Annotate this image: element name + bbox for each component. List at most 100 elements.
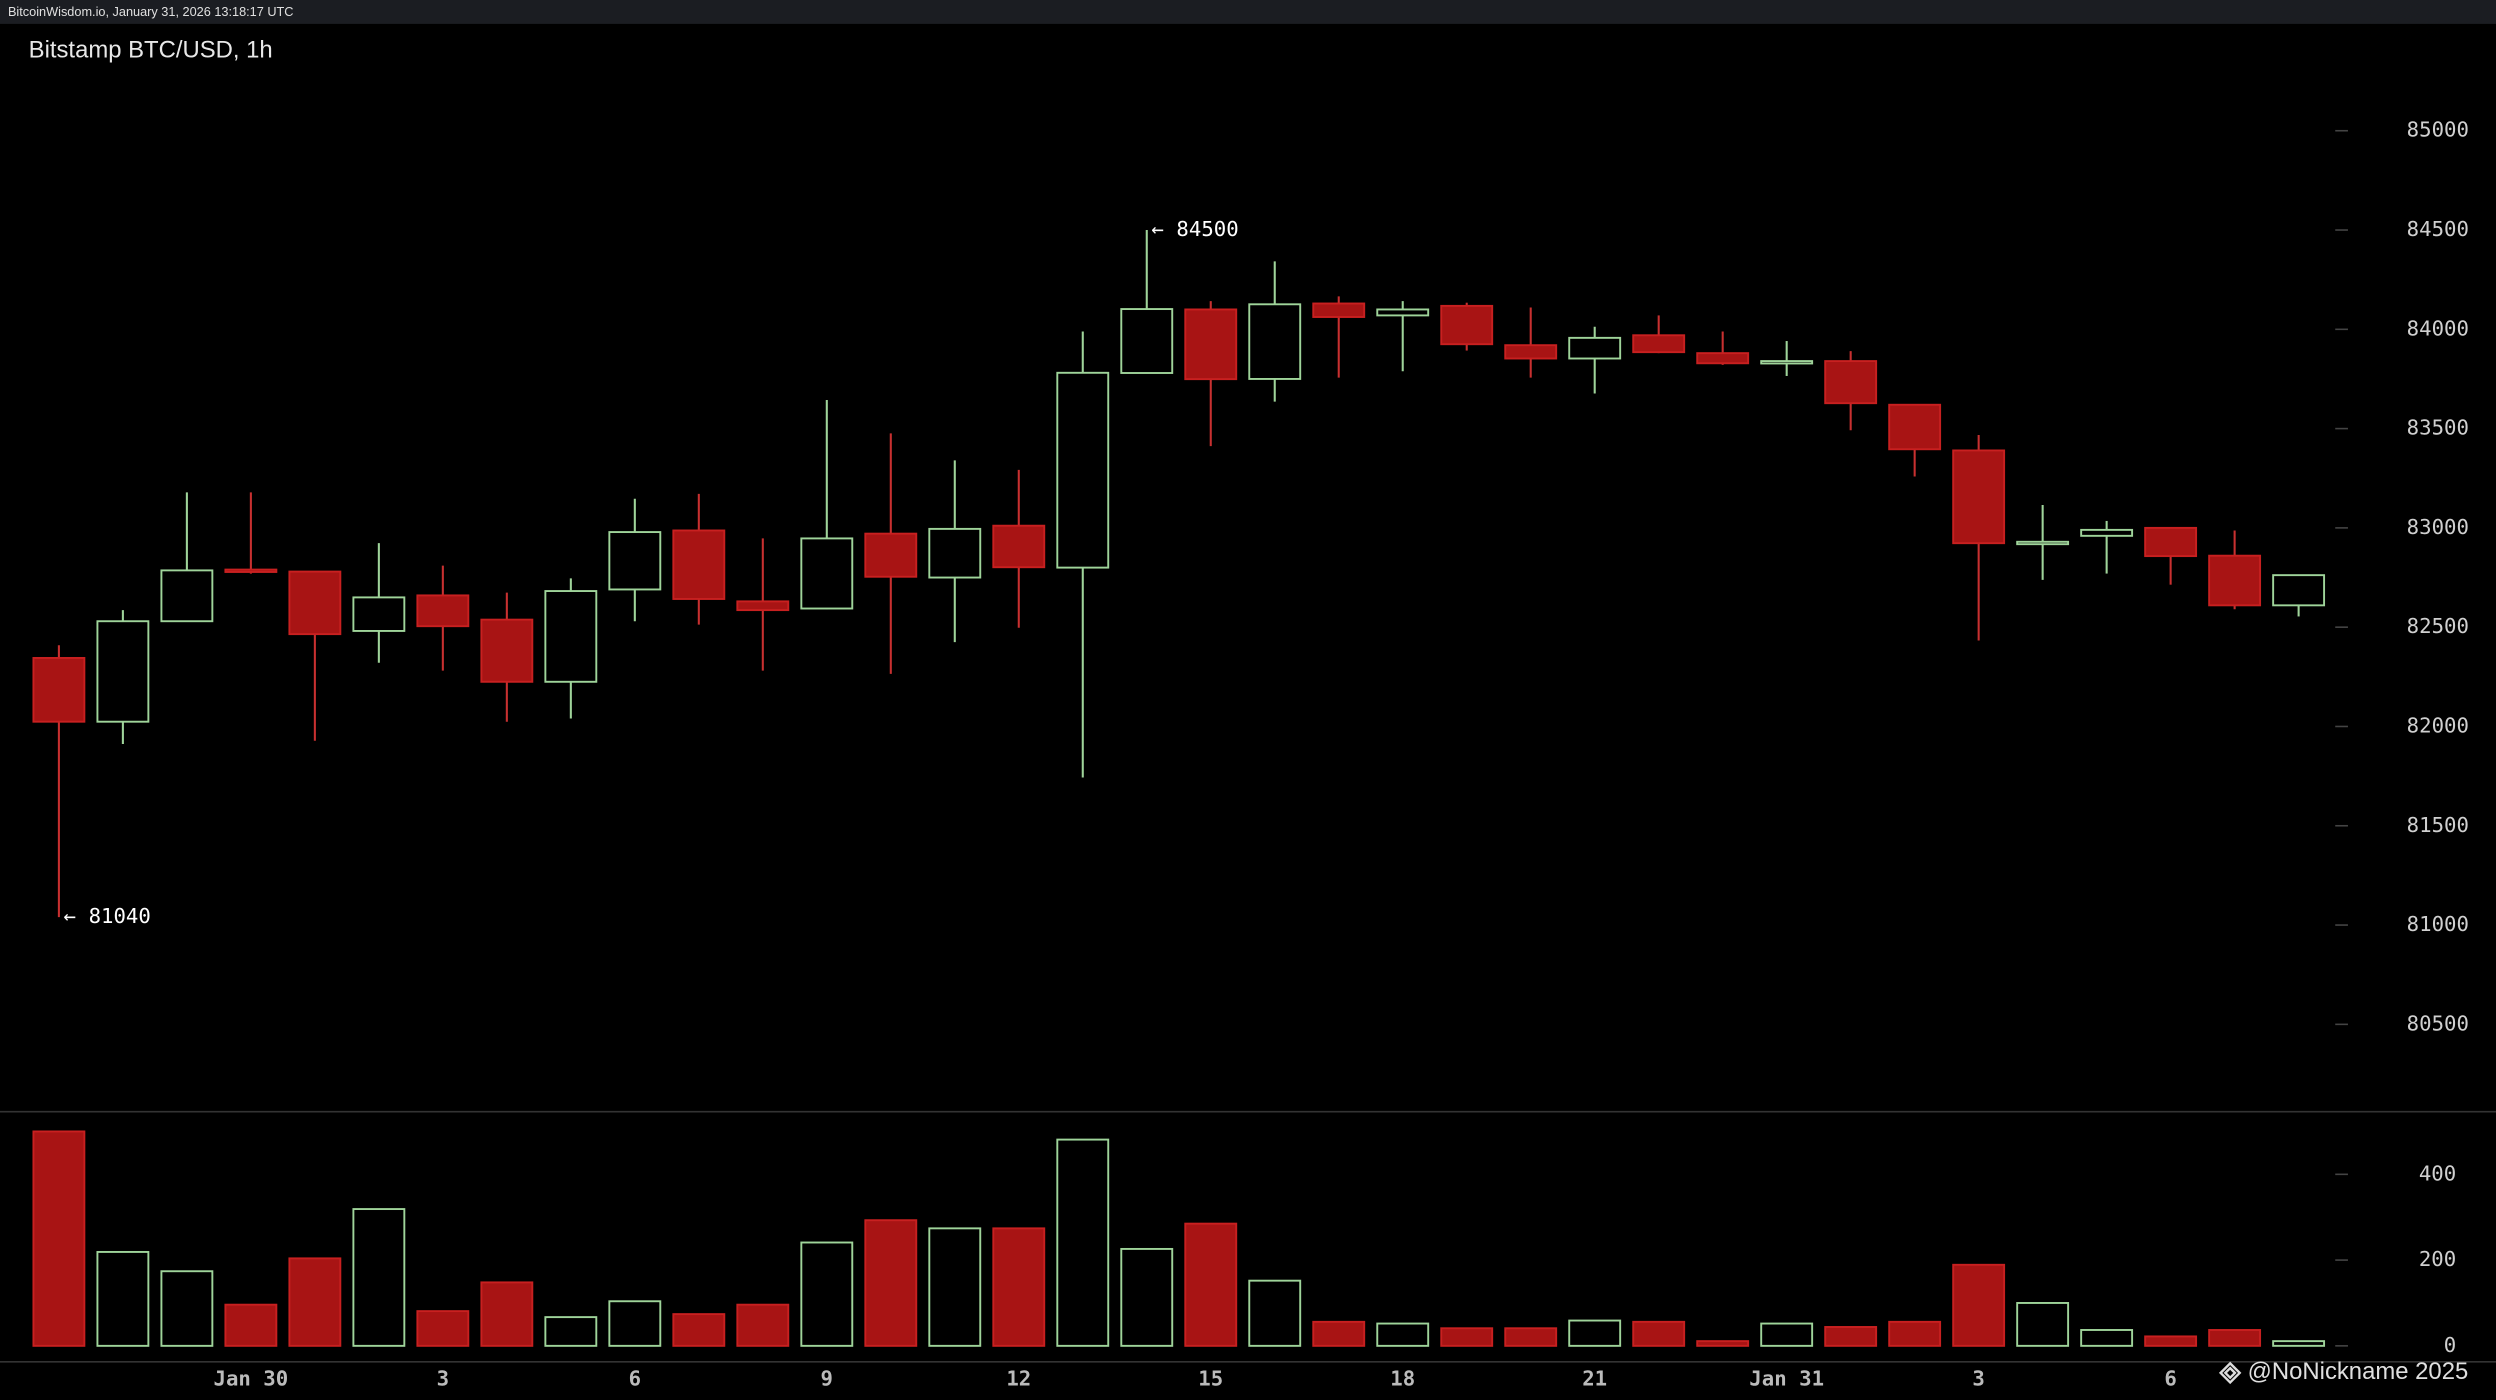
- watermark: @NoNickname 2025: [2218, 1358, 2469, 1385]
- volume-bar: [1760, 1322, 1814, 1347]
- candle-body: [288, 570, 342, 636]
- volume-bar: [1312, 1320, 1366, 1347]
- candle-body: [2144, 526, 2198, 558]
- volume-bar: [928, 1227, 982, 1347]
- volume-bar: [96, 1250, 150, 1347]
- volume-bar: [672, 1313, 726, 1347]
- x-tick-label: Jan 30: [214, 1366, 289, 1390]
- candle-body: [1568, 336, 1622, 360]
- volume-bar: [1440, 1327, 1494, 1347]
- candle-body: [1440, 304, 1494, 346]
- volume-bar: [2272, 1340, 2326, 1347]
- volume-bar: [1376, 1322, 1430, 1347]
- candle-body: [32, 657, 86, 723]
- annotation: ← 84500: [1152, 217, 1239, 241]
- candle-body: [160, 569, 214, 623]
- volume-bar: [864, 1219, 918, 1347]
- watermark-text: @NoNickname 2025: [2248, 1358, 2469, 1385]
- candle-body: [928, 527, 982, 579]
- volume-bar: [1824, 1326, 1878, 1347]
- candle-body: [1376, 308, 1430, 317]
- candle-body: [608, 531, 662, 591]
- x-tick-label: Jan 31: [1749, 1366, 1824, 1390]
- volume-bar: [32, 1130, 86, 1347]
- volume-tick-label: 400: [2419, 1161, 2456, 1185]
- candle-body: [672, 529, 726, 600]
- volume-bar: [1504, 1327, 1558, 1347]
- volume-bar: [2144, 1335, 2198, 1347]
- volume-bar: [288, 1257, 342, 1347]
- candle-body: [2080, 528, 2134, 537]
- header-bar: [0, 0, 2496, 24]
- candle-body: [480, 618, 534, 683]
- volume-bar: [736, 1303, 790, 1347]
- candle-body: [1312, 302, 1366, 318]
- candle-body: [2016, 540, 2070, 546]
- volume-bar: [544, 1316, 598, 1347]
- watermark-icon: [2218, 1361, 2242, 1385]
- candle-body: [1760, 360, 1814, 365]
- candle-body: [1824, 360, 1878, 405]
- candle-body: [224, 568, 278, 573]
- header-text: BitcoinWisdom.io, January 31, 2026 13:18…: [8, 4, 294, 19]
- candle-body: [1952, 449, 2006, 545]
- annotation: ← 81040: [64, 904, 151, 928]
- y-tick-label: 84000: [2407, 316, 2469, 340]
- x-tick-label: 9: [821, 1366, 833, 1390]
- candle-body: [992, 524, 1046, 569]
- x-tick-label: 18: [1390, 1366, 1415, 1390]
- candle-body: [1504, 344, 1558, 360]
- y-tick-label: 82000: [2407, 713, 2469, 737]
- candle-body: [1632, 334, 1686, 354]
- y-tick-label: 80500: [2407, 1011, 2469, 1035]
- x-tick-label: 12: [1006, 1366, 1031, 1390]
- y-tick-label: 84500: [2407, 217, 2469, 241]
- x-tick-label: 3: [437, 1366, 449, 1390]
- volume-bar: [2080, 1329, 2134, 1347]
- volume-bar: [1952, 1263, 2006, 1347]
- candle-body: [1120, 308, 1174, 374]
- volume-bar: [416, 1310, 470, 1347]
- y-tick-label: 83500: [2407, 416, 2469, 440]
- y-tick-label: 83000: [2407, 515, 2469, 539]
- x-tick-label: 6: [2164, 1366, 2176, 1390]
- candle-body: [2208, 554, 2262, 607]
- candle-body: [864, 532, 918, 578]
- candle-body: [1696, 352, 1750, 365]
- candle-body: [96, 620, 150, 723]
- y-tick-label: 82500: [2407, 614, 2469, 638]
- candle-body: [2272, 574, 2326, 607]
- volume-bar: [1056, 1138, 1110, 1347]
- candle-body: [1056, 371, 1110, 569]
- x-tick-label: 3: [1972, 1366, 1984, 1390]
- volume-bar: [1120, 1247, 1174, 1347]
- candle-body: [736, 600, 790, 612]
- candle-body: [1184, 308, 1238, 381]
- volume-bar: [2016, 1302, 2070, 1347]
- volume-bar: [992, 1227, 1046, 1347]
- chart-title: Bitstamp BTC/USD, 1h: [29, 36, 273, 63]
- y-tick-label: 85000: [2407, 118, 2469, 142]
- volume-bar: [1888, 1320, 1942, 1347]
- x-tick-label: 15: [1198, 1366, 1223, 1390]
- volume-bar: [1184, 1222, 1238, 1347]
- volume-tick-label: 200: [2419, 1247, 2456, 1271]
- candle-body: [416, 594, 470, 628]
- candle-body: [544, 590, 598, 683]
- x-tick-label: 6: [629, 1366, 641, 1390]
- candle-body: [1888, 403, 1942, 451]
- volume-bar: [1696, 1340, 1750, 1347]
- x-tick-label: 21: [1582, 1366, 1607, 1390]
- candle-body: [1248, 303, 1302, 380]
- volume-bar: [1632, 1320, 1686, 1347]
- volume-bar: [352, 1208, 406, 1347]
- y-tick-label: 81000: [2407, 912, 2469, 936]
- volume-bar: [2208, 1329, 2262, 1347]
- candle-body: [352, 596, 406, 632]
- volume-bar: [1568, 1319, 1622, 1347]
- y-tick-label: 81500: [2407, 813, 2469, 837]
- volume-bar: [224, 1303, 278, 1347]
